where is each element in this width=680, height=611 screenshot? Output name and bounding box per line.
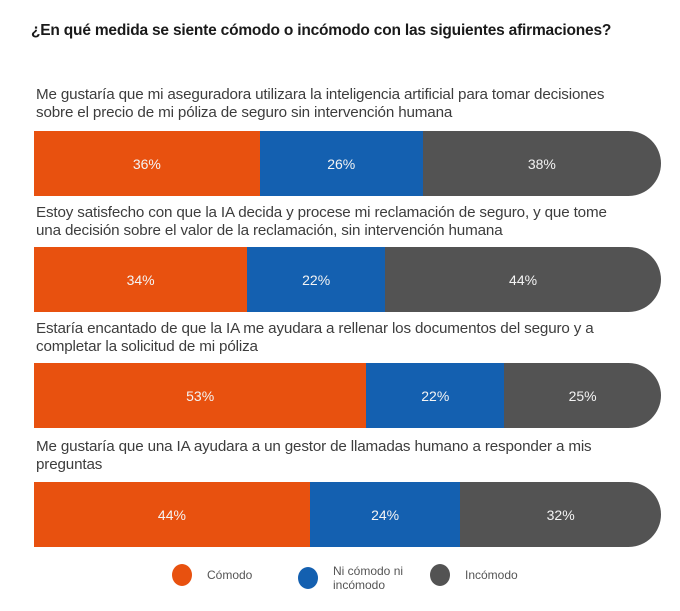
stacked-bar: 36% 26% 38% <box>34 131 661 196</box>
data-label: 22% <box>421 387 450 404</box>
question-label-line: Me gustaría que una IA ayudara a un gest… <box>36 438 592 455</box>
question-label-line: Estaría encantado de que la IA me ayudar… <box>36 320 594 337</box>
data-label: 36% <box>132 155 161 172</box>
legend-label: Ni cómodo ni incómodo <box>333 564 404 592</box>
data-label: 34% <box>126 271 155 288</box>
bar-segment-c-modo: 36% <box>34 131 260 196</box>
legend-swatch-icon <box>298 567 318 589</box>
stacked-bar: 53% 22% 25% <box>34 363 661 428</box>
question-label: Estoy satisfecho con que la IA decida y … <box>36 204 666 240</box>
question-label-line: Me gustaría que mi aseguradora utilizara… <box>36 86 605 103</box>
data-label: 38% <box>527 155 556 172</box>
data-label: 53% <box>186 387 215 404</box>
bar-segment-inc-modo: 44% <box>385 247 661 312</box>
question-label: Me gustaría que una IA ayudara a un gest… <box>36 438 666 474</box>
legend-item: Cómodo <box>172 564 252 586</box>
legend-item: Incómodo <box>430 564 518 586</box>
bar-segment-ni-c-modo-ni-inc-modo: 22% <box>247 247 386 312</box>
data-label: 25% <box>568 387 597 404</box>
legend: Cómodo Ni cómodo ni incómodo Incómodo <box>0 558 680 598</box>
question-label-line: una decisión sobre el valor de la reclam… <box>36 222 503 239</box>
data-label: 24% <box>371 506 400 523</box>
legend-label: Incómodo <box>465 568 518 582</box>
bar-segment-inc-modo: 25% <box>504 363 661 428</box>
question-label-line: sobre el precio de mi póliza de seguro s… <box>36 104 453 121</box>
bar-segment-ni-c-modo-ni-inc-modo: 24% <box>309 482 461 547</box>
stacked-bar: 34% 22% 44% <box>34 247 661 312</box>
question-label: Me gustaría que mi aseguradora utilizara… <box>36 86 666 122</box>
chart-title: ¿En qué medida se siente cómodo o incómo… <box>31 22 612 39</box>
legend-label: Cómodo <box>207 568 253 582</box>
data-label: 32% <box>546 506 575 523</box>
bar-segment-ni-c-modo-ni-inc-modo: 26% <box>259 131 423 196</box>
bar-segment-c-modo: 44% <box>34 482 310 547</box>
data-label: 44% <box>157 506 186 523</box>
question-label-line: completar la solicitud de mi póliza <box>36 338 258 355</box>
bar-segment-c-modo: 53% <box>34 363 367 428</box>
bar-segment-inc-modo: 32% <box>460 482 661 547</box>
legend-swatch-icon <box>172 564 192 586</box>
legend-swatch-icon <box>430 564 450 586</box>
bar-segment-c-modo: 34% <box>34 247 248 312</box>
question-label-line: Estoy satisfecho con que la IA decida y … <box>36 204 607 221</box>
bar-segment-inc-modo: 38% <box>422 131 661 196</box>
data-label: 44% <box>509 271 538 288</box>
bar-segment-ni-c-modo-ni-inc-modo: 22% <box>366 363 505 428</box>
question-label: Estaría encantado de que la IA me ayudar… <box>36 320 666 356</box>
legend-item: Ni cómodo ni incómodo <box>298 564 403 592</box>
data-label: 22% <box>302 271 331 288</box>
data-label: 26% <box>327 155 356 172</box>
question-label-line: preguntas <box>36 456 103 473</box>
stacked-bar: 44% 24% 32% <box>34 482 661 547</box>
